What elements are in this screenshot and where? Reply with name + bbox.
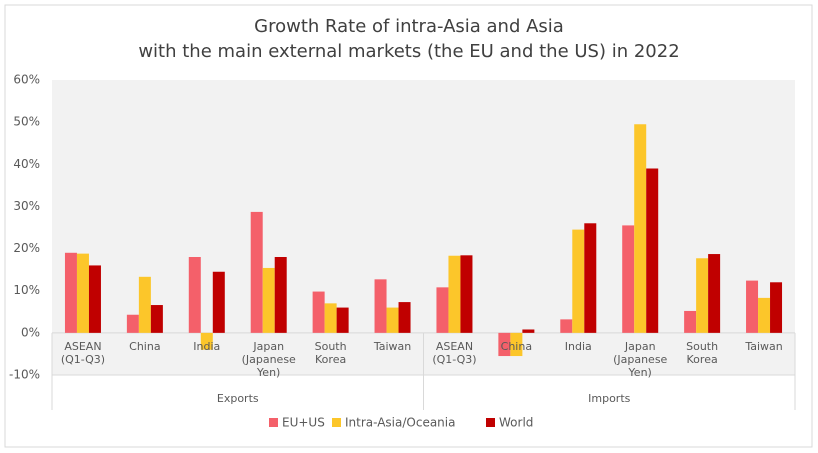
bar <box>758 297 771 333</box>
bar <box>560 319 573 333</box>
x-tick-label: Japan (Japanese Yen) <box>613 339 668 379</box>
bar <box>696 258 709 333</box>
bar <box>448 255 461 333</box>
bar <box>398 302 411 333</box>
y-tick-label: 50% <box>13 115 40 129</box>
bar <box>584 223 597 333</box>
bar <box>250 211 263 333</box>
bar <box>510 332 523 357</box>
y-tick-label: 60% <box>13 73 40 87</box>
bar <box>88 265 101 333</box>
bar <box>262 267 275 333</box>
x-tick-label: South Korea <box>314 339 347 366</box>
legend-label: World <box>499 416 533 430</box>
chart-title: Growth Rate of intra-Asia and Asia <box>254 16 564 37</box>
y-tick-label: 20% <box>13 241 40 255</box>
legend-swatch <box>332 418 341 427</box>
bar <box>770 282 783 333</box>
bar <box>634 124 647 333</box>
x-tick-label: Japan (Japanese Yen) <box>241 339 296 379</box>
bar <box>312 291 325 333</box>
bar <box>572 229 585 333</box>
x-tick-label: ASEAN (Q1-Q3) <box>60 339 106 366</box>
bar <box>708 254 721 333</box>
bar <box>386 307 399 333</box>
bar <box>274 257 287 333</box>
bar <box>200 332 213 350</box>
bar <box>436 287 449 333</box>
bar <box>522 329 535 333</box>
bar <box>150 305 163 333</box>
y-tick-label: 10% <box>13 283 40 297</box>
group-label: Exports <box>217 392 259 405</box>
bar <box>212 271 225 333</box>
y-tick-label: 0% <box>21 325 40 339</box>
bar <box>126 314 139 333</box>
x-tick-label: India <box>564 339 592 353</box>
plot-area <box>52 80 795 375</box>
bar <box>622 225 635 333</box>
bar <box>138 276 151 333</box>
bar <box>460 255 473 333</box>
bar <box>64 252 77 333</box>
chart-subtitle: with the main external markets (the EU a… <box>138 41 679 62</box>
bar <box>498 332 511 357</box>
y-tick-label: -10% <box>9 368 40 382</box>
bar <box>76 253 89 333</box>
y-tick-label: 40% <box>13 157 40 171</box>
bar <box>188 257 201 333</box>
legend-swatch <box>486 418 495 427</box>
legend-label: Intra-Asia/Oceania <box>345 416 455 430</box>
bar <box>324 303 337 333</box>
x-tick-label: ASEAN (Q1-Q3) <box>432 339 477 366</box>
x-tick-label: China <box>129 339 161 353</box>
legend-swatch <box>269 418 278 427</box>
bar <box>646 168 659 333</box>
legend-label: EU+US <box>282 416 325 430</box>
group-label: Imports <box>588 392 631 405</box>
bar <box>374 279 387 333</box>
x-tick-label: China <box>500 339 533 353</box>
x-tick-label: South Korea <box>686 339 719 366</box>
x-tick-label: Taiwan <box>745 339 783 353</box>
bar <box>746 280 759 333</box>
x-tick-label: Taiwan <box>373 339 412 353</box>
y-tick-label: 30% <box>13 199 40 213</box>
x-tick-label: India <box>193 339 221 353</box>
bar <box>336 307 349 333</box>
bar <box>684 310 697 333</box>
